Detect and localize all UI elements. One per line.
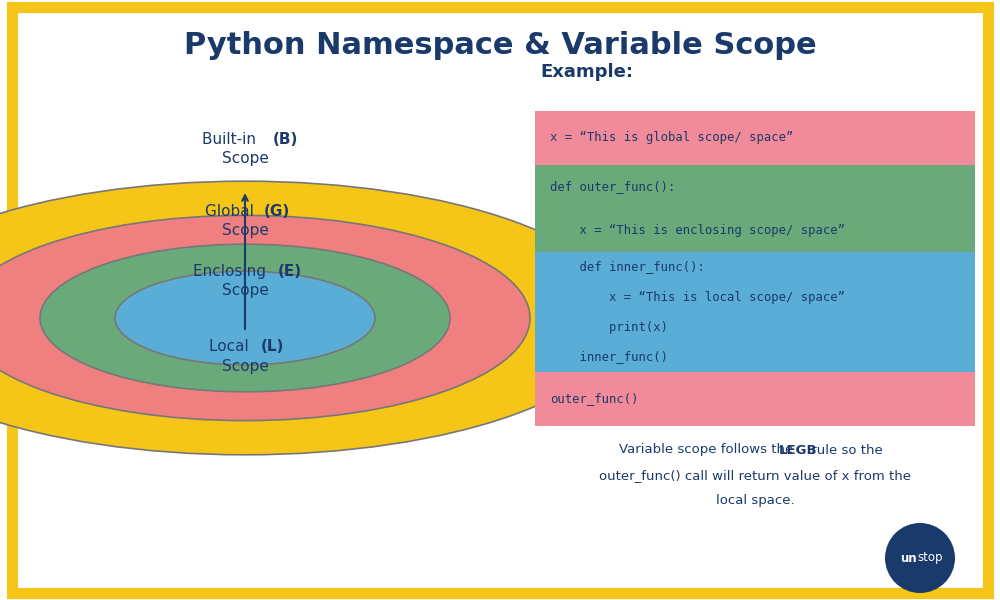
Text: x = “This is global scope/ space”: x = “This is global scope/ space” (550, 131, 793, 145)
Text: (L): (L) (260, 340, 284, 354)
Text: print(x): print(x) (550, 320, 668, 334)
Text: (E): (E) (278, 264, 302, 279)
Text: Scope: Scope (222, 223, 268, 238)
Text: local space.: local space. (716, 494, 794, 507)
Text: Built-in: Built-in (202, 132, 261, 147)
Text: x = “This is enclosing scope/ space”: x = “This is enclosing scope/ space” (550, 224, 845, 237)
Text: Local: Local (209, 340, 254, 354)
FancyBboxPatch shape (535, 252, 975, 372)
Text: Scope: Scope (222, 283, 268, 298)
Text: stop: stop (917, 551, 942, 565)
Text: inner_func(): inner_func() (550, 350, 668, 364)
FancyBboxPatch shape (535, 165, 975, 252)
Text: outer_func(): outer_func() (550, 392, 639, 406)
Ellipse shape (115, 271, 375, 365)
Text: def outer_func():: def outer_func(): (550, 180, 675, 193)
Text: Scope: Scope (222, 359, 268, 373)
Text: Enclosing: Enclosing (193, 264, 270, 279)
Text: Scope: Scope (222, 151, 268, 166)
Text: (B): (B) (273, 132, 298, 147)
Text: rule so the: rule so the (807, 443, 883, 457)
Text: def inner_func():: def inner_func(): (550, 260, 705, 274)
Text: (G): (G) (263, 204, 290, 219)
Ellipse shape (0, 215, 530, 421)
Ellipse shape (0, 181, 625, 455)
Text: Example:: Example: (540, 63, 633, 81)
Ellipse shape (885, 523, 955, 593)
Text: outer_func() call will return value of x from the: outer_func() call will return value of x… (599, 469, 911, 482)
FancyBboxPatch shape (535, 111, 975, 165)
FancyBboxPatch shape (535, 372, 975, 426)
Text: Python Namespace & Variable Scope: Python Namespace & Variable Scope (184, 31, 816, 59)
Text: Variable scope follows the: Variable scope follows the (619, 443, 798, 457)
Text: x = “This is local scope/ space”: x = “This is local scope/ space” (550, 290, 845, 304)
Ellipse shape (40, 244, 450, 392)
Text: Global: Global (205, 204, 258, 219)
Text: LEGB: LEGB (779, 443, 818, 457)
Text: un: un (900, 551, 917, 565)
